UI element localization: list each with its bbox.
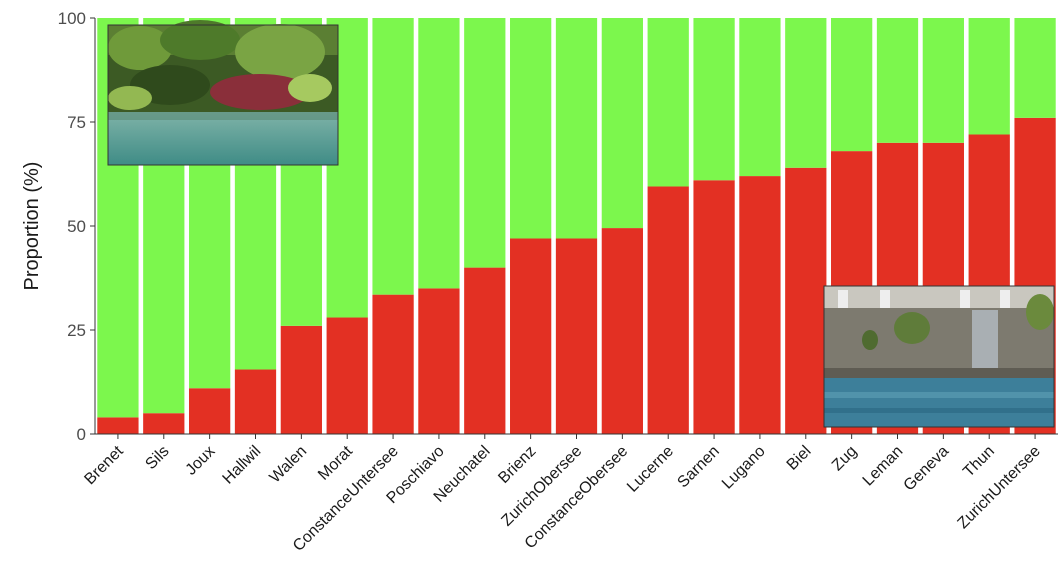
bar-brienz-segment-2 <box>510 18 552 239</box>
bar-hallwil-segment-1 <box>234 369 277 434</box>
bar-brienz-segment-1 <box>510 238 552 434</box>
bar-zurichobersee-segment-1 <box>555 238 598 434</box>
bar-neuchatel-segment-2 <box>464 18 506 268</box>
x-tick-label: Sarnen <box>674 443 723 492</box>
bar-zug-segment-2 <box>831 18 873 152</box>
bar-constanceobersee-segment-2 <box>601 18 643 229</box>
bar-lucerne-segment-2 <box>647 18 689 187</box>
x-tick-label: Biel <box>784 443 815 474</box>
bar-sarnen-segment-1 <box>693 180 735 434</box>
bar-constanceuntersee-segment-2 <box>372 18 414 295</box>
x-tick-label: Walen <box>267 443 311 487</box>
y-tick-label: 100 <box>58 9 86 28</box>
bar-poschiavo-segment-2 <box>418 18 460 289</box>
x-tick-label: Joux <box>183 443 219 479</box>
bar-sils-segment-1 <box>143 413 185 434</box>
x-tick-label: Geneva <box>901 443 953 495</box>
bar-sarnen-segment-2 <box>693 18 735 181</box>
bar-lugano-segment-2 <box>739 18 781 177</box>
bar-thun-segment-2 <box>968 18 1010 135</box>
bar-brenet-segment-1 <box>97 417 139 434</box>
x-tick-label: ZurichObersee <box>498 443 585 530</box>
bar-morat-segment-1 <box>326 317 368 434</box>
bar-geneva-segment-2 <box>922 18 964 143</box>
bar-biel-segment-1 <box>785 167 827 434</box>
bar-neuchatel-segment-1 <box>464 267 506 434</box>
y-tick-label: 0 <box>77 425 86 444</box>
y-tick-label: 50 <box>67 217 86 236</box>
bar-constanceuntersee-segment-1 <box>372 294 414 434</box>
bar-constanceobersee-segment-1 <box>601 228 643 434</box>
lake-stone-wall-photo <box>823 285 1055 428</box>
bar-zurichobersee-segment-2 <box>555 18 598 239</box>
bar-biel-segment-2 <box>785 18 827 168</box>
x-tick-label: Zug <box>829 443 861 475</box>
lake-shore-vegetation-photo <box>107 20 339 166</box>
bar-lugano-segment-1 <box>739 176 781 434</box>
x-tick-label: Sils <box>142 443 172 473</box>
x-tick-label: Hallwil <box>220 443 265 488</box>
y-axis-title: Proportion (%) <box>21 162 43 291</box>
y-tick-label: 25 <box>67 321 86 340</box>
bar-leman-segment-2 <box>876 18 919 143</box>
x-tick-label: Lucerne <box>624 443 677 496</box>
bar-walen-segment-1 <box>280 325 322 434</box>
x-tick-label: Brienz <box>495 443 539 487</box>
bar-joux-segment-1 <box>189 388 231 434</box>
bar-poschiavo-segment-1 <box>418 288 460 434</box>
y-tick-label: 75 <box>67 113 86 132</box>
bar-lucerne-segment-1 <box>647 186 689 434</box>
bar-zurichuntersee-segment-2 <box>1014 18 1056 118</box>
x-tick-label: Thun <box>960 443 998 481</box>
x-tick-label: ZurichUntersee <box>955 443 1044 532</box>
x-tick-label: Lugano <box>719 443 769 493</box>
x-tick-label: Morat <box>315 442 356 483</box>
x-tick-label: Brenet <box>81 442 127 488</box>
